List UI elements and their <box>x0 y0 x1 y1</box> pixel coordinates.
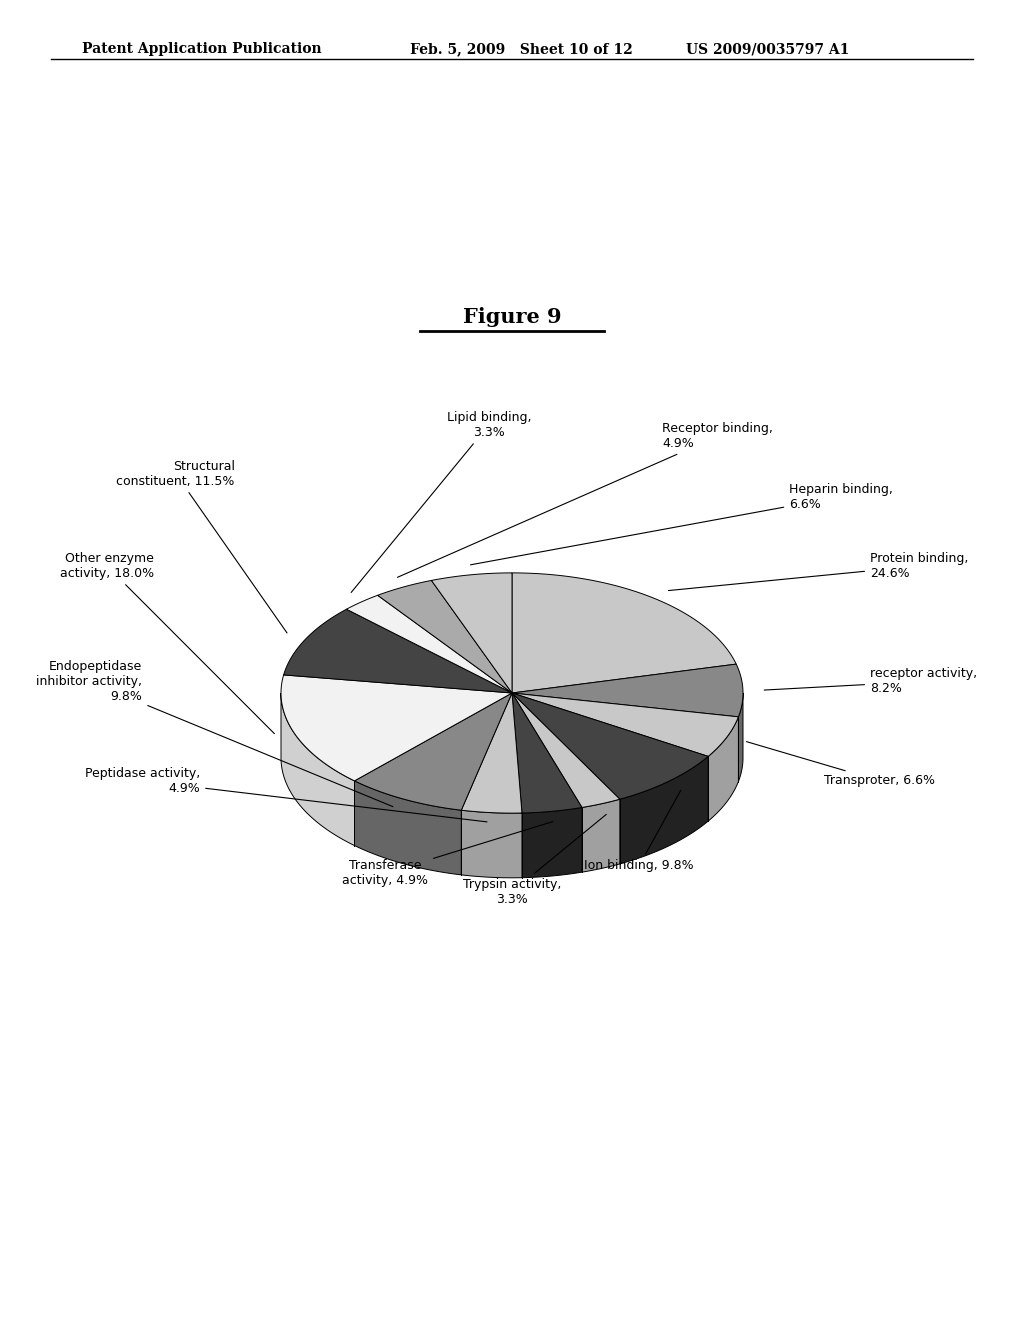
Text: Other enzyme
activity, 18.0%: Other enzyme activity, 18.0% <box>59 552 274 734</box>
Polygon shape <box>620 756 709 863</box>
Polygon shape <box>522 808 582 878</box>
Text: Trypsin activity,
3.3%: Trypsin activity, 3.3% <box>463 814 606 906</box>
Polygon shape <box>378 581 512 693</box>
Polygon shape <box>461 693 522 813</box>
Text: Structural
constituent, 11.5%: Structural constituent, 11.5% <box>117 459 287 634</box>
Text: Lipid binding,
3.3%: Lipid binding, 3.3% <box>351 411 531 593</box>
Polygon shape <box>346 595 512 693</box>
Text: Feb. 5, 2009   Sheet 10 of 12: Feb. 5, 2009 Sheet 10 of 12 <box>410 42 633 57</box>
Polygon shape <box>284 610 512 693</box>
Polygon shape <box>512 693 738 756</box>
Text: Transproter, 6.6%: Transproter, 6.6% <box>746 742 935 787</box>
Polygon shape <box>512 693 709 799</box>
Text: Peptidase activity,
4.9%: Peptidase activity, 4.9% <box>85 767 487 822</box>
Polygon shape <box>354 693 512 810</box>
Polygon shape <box>738 693 743 781</box>
Text: Figure 9: Figure 9 <box>463 308 561 327</box>
Polygon shape <box>281 693 354 846</box>
Polygon shape <box>461 810 522 878</box>
Text: Endopeptidase
inhibitor activity,
9.8%: Endopeptidase inhibitor activity, 9.8% <box>37 660 393 807</box>
Polygon shape <box>512 664 743 717</box>
Polygon shape <box>431 573 512 693</box>
Text: Patent Application Publication: Patent Application Publication <box>82 42 322 57</box>
Text: Ion binding, 9.8%: Ion binding, 9.8% <box>585 791 694 873</box>
Polygon shape <box>512 693 582 813</box>
Polygon shape <box>512 693 620 808</box>
Polygon shape <box>354 781 461 875</box>
Text: Receptor binding,
4.9%: Receptor binding, 4.9% <box>397 422 773 577</box>
Polygon shape <box>582 799 620 873</box>
Text: Protein binding,
24.6%: Protein binding, 24.6% <box>669 552 969 590</box>
Text: Heparin binding,
6.6%: Heparin binding, 6.6% <box>470 483 893 565</box>
Polygon shape <box>709 717 738 821</box>
Text: US 2009/0035797 A1: US 2009/0035797 A1 <box>686 42 850 57</box>
Polygon shape <box>281 675 512 781</box>
Text: receptor activity,
8.2%: receptor activity, 8.2% <box>764 668 977 696</box>
Polygon shape <box>512 573 736 693</box>
Text: Transferase
activity, 4.9%: Transferase activity, 4.9% <box>342 821 553 887</box>
